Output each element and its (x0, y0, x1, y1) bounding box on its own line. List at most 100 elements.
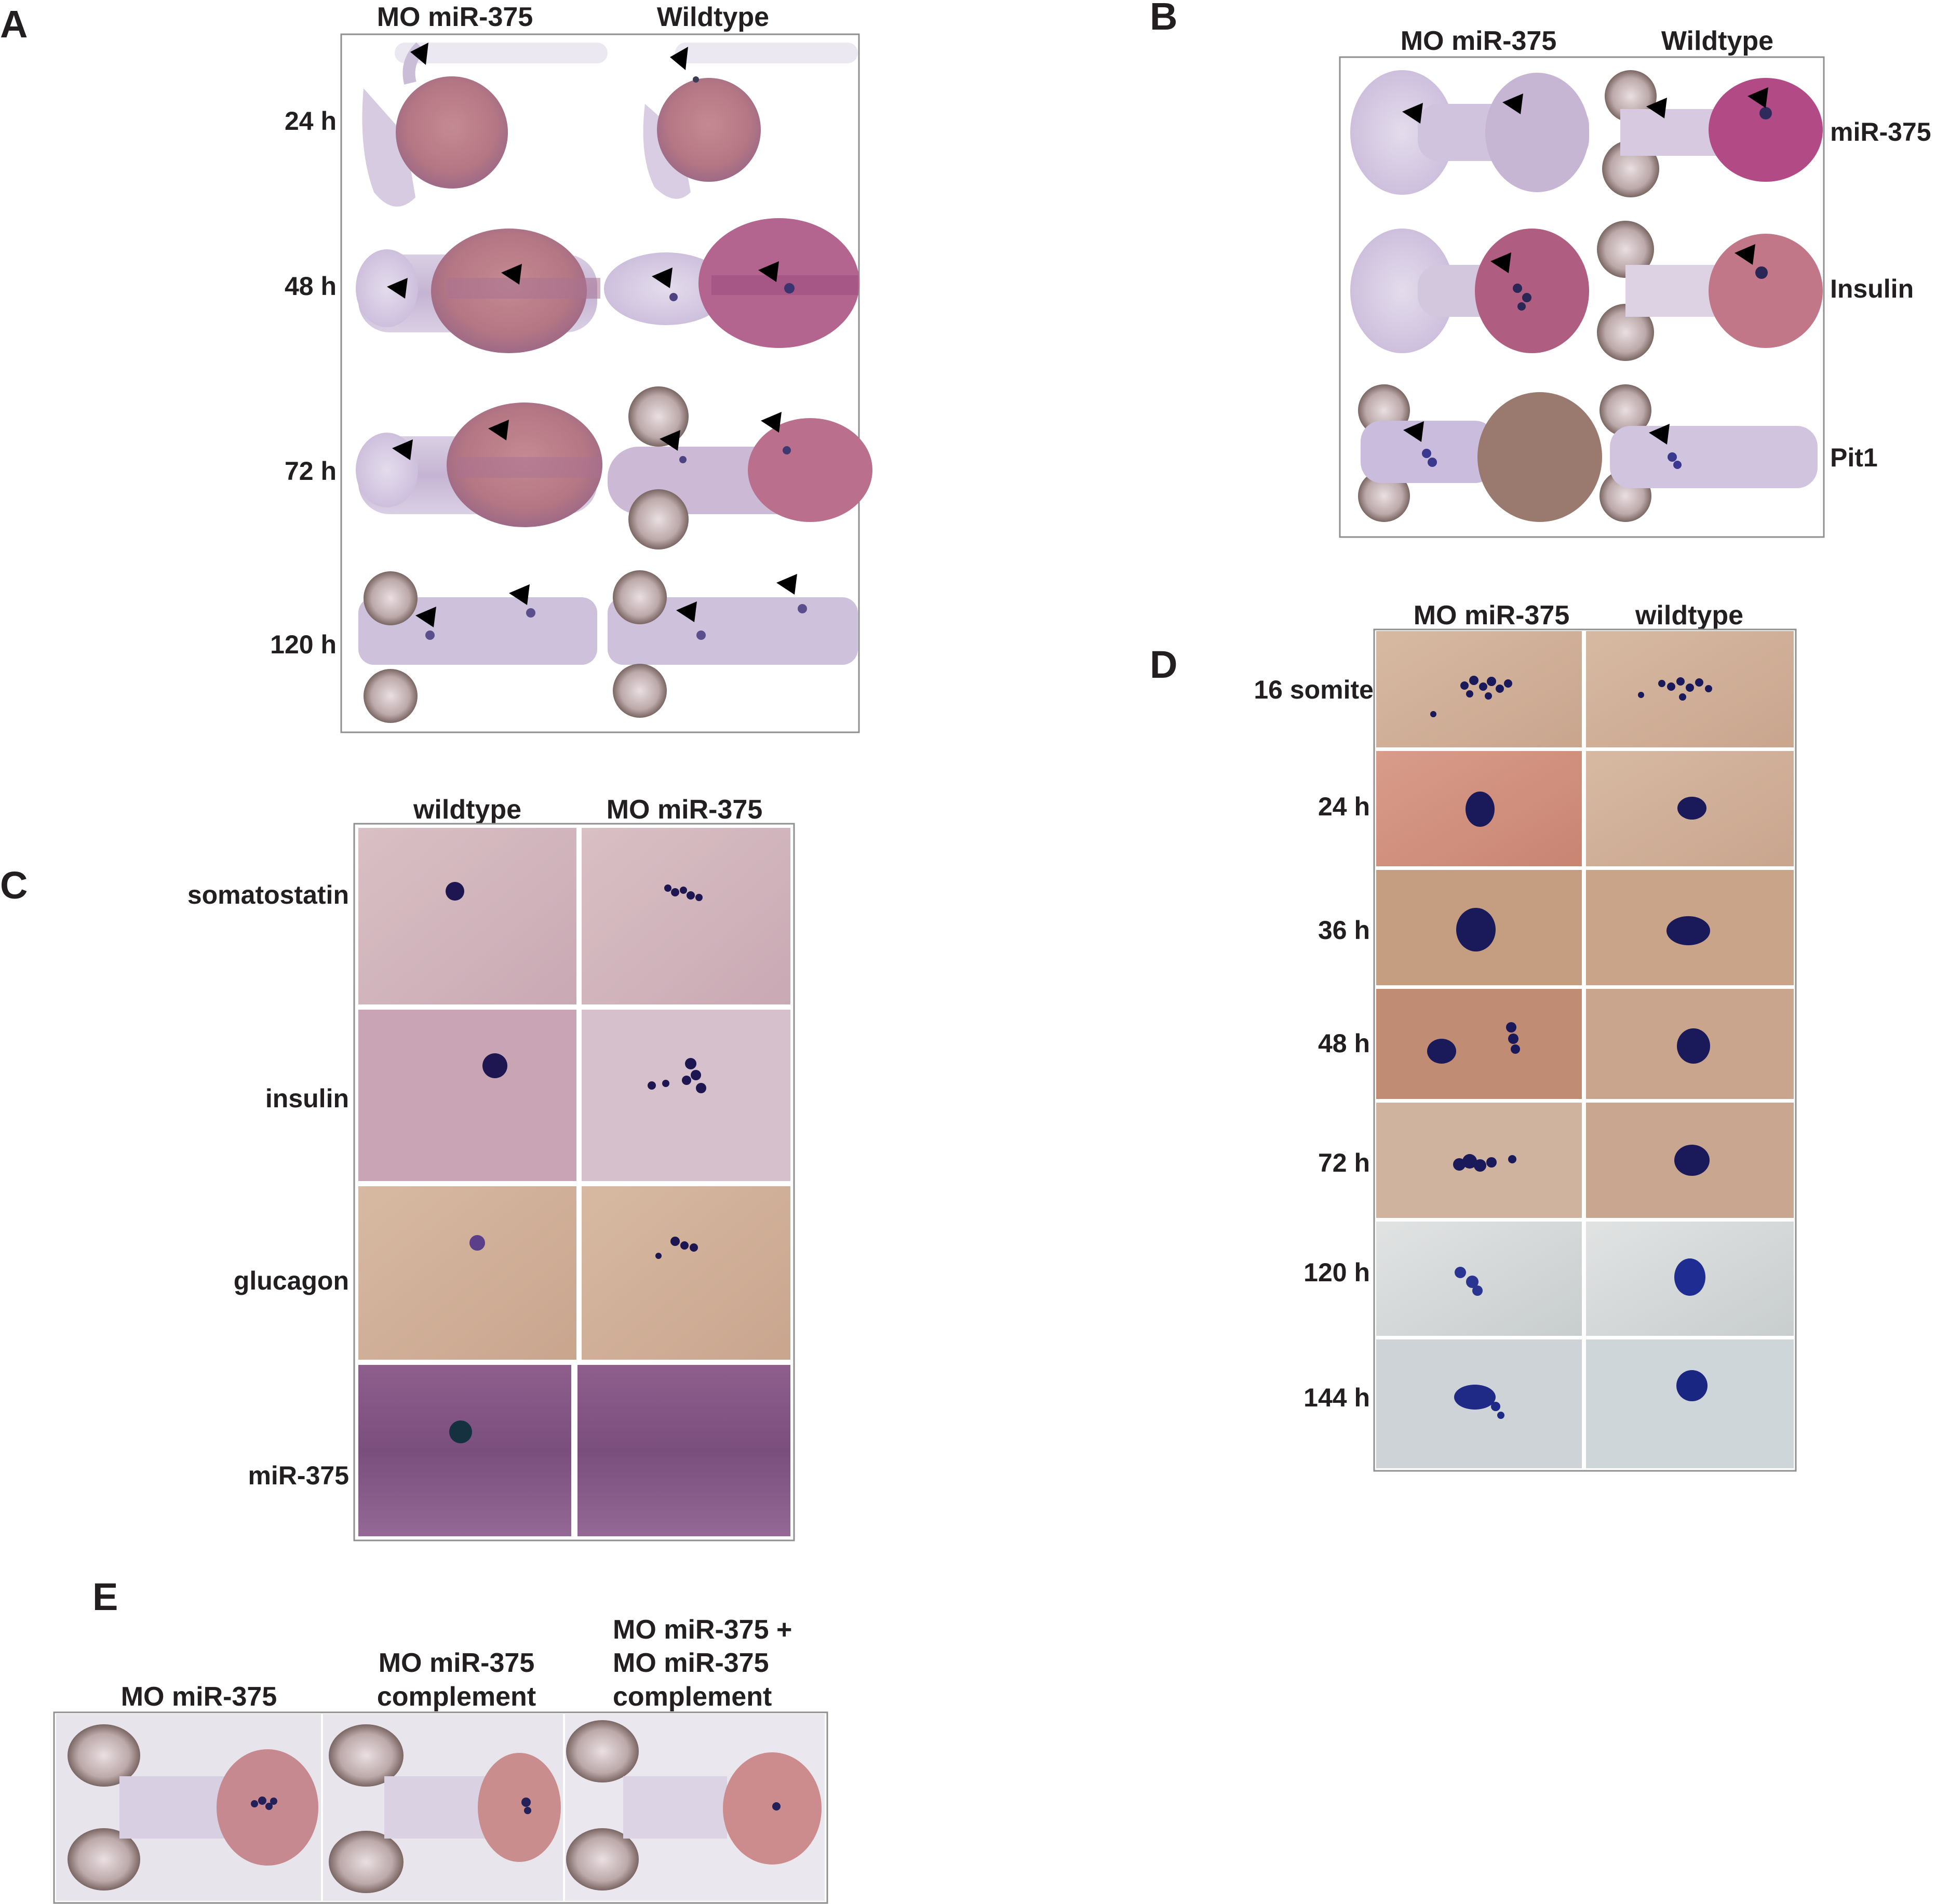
arrowhead-icon (676, 601, 697, 622)
panel-b-col-1: MO miR-375 (1401, 26, 1557, 56)
arrowhead-icon (1402, 103, 1423, 124)
panel-d-row-4: 48 h (1318, 1029, 1370, 1058)
embryo-image (604, 218, 859, 348)
panel-b-row-1: miR-375 (1830, 117, 1931, 146)
panel-d-col-1: MO miR-375 (1414, 600, 1570, 631)
arrowhead-icon (410, 43, 428, 65)
panel-a-col-1: MO miR-375 (377, 2, 533, 32)
panel-d-row-5: 72 h (1318, 1148, 1370, 1177)
image-tile (582, 828, 790, 1004)
embryo-image (1358, 384, 1602, 522)
panel-e-col-2-line-2: complement (377, 1682, 536, 1712)
panel-c-row-2: insulin (265, 1084, 349, 1113)
arrowhead-icon (660, 430, 680, 451)
panel-d-row-7: 144 h (1303, 1383, 1370, 1412)
embryo-image (565, 1714, 825, 1901)
arrowhead-icon (1735, 244, 1755, 265)
panel-b-col-2: Wildtype (1661, 26, 1773, 56)
panel-a-row-4: 120 h (270, 630, 337, 659)
arrowhead-icon (392, 439, 413, 460)
panel-c-row-4: miR-375 (248, 1461, 349, 1490)
panel-d-row-1: 16 somite (1254, 675, 1374, 704)
panel-e-col-3-line-2: MO miR-375 (613, 1648, 769, 1678)
image-tile (358, 1010, 576, 1181)
panel-a: A MO miR-375 Wildtype 24 h 48 h 72 h 120… (0, 2, 872, 733)
embryo-image (1597, 221, 1823, 361)
arrowhead-markers (1402, 87, 1768, 445)
panel-d: D MO miR-375 wildtype 16 somite 24 h 36 … (1150, 600, 1797, 1472)
embryo-image (323, 1714, 563, 1901)
panel-d-frame (1373, 628, 1797, 1472)
image-tile (358, 1365, 571, 1536)
embryo-image (608, 386, 872, 549)
arrowhead-icon (670, 47, 688, 70)
image-tile (582, 1186, 790, 1360)
embryo-image (1350, 229, 1589, 353)
image-tile (582, 1010, 790, 1181)
panel-b-letter: B (1150, 0, 1177, 38)
panel-d-row-3: 36 h (1318, 916, 1370, 945)
panel-c-letter: C (0, 864, 28, 907)
image-tile (358, 1186, 576, 1360)
panel-a-letter: A (0, 3, 28, 46)
embryo-image (358, 571, 597, 723)
embryo-image (643, 43, 858, 199)
panel-c-col-1: wildtype (413, 795, 521, 825)
embryo-image (356, 229, 600, 353)
panel-e-col-3-line-3: complement (613, 1682, 772, 1712)
embryo-image (1599, 384, 1818, 522)
panel-b: B MO miR-375 Wildtype miR-375 Insulin Pi… (1150, 0, 1931, 538)
panel-c: C wildtype MO miR-375 somatostatin insul… (0, 795, 795, 1541)
panel-a-frame (340, 33, 860, 733)
panel-e: E MO miR-375 MO miR-375 complement MO mi… (53, 1575, 828, 1904)
panel-e-frame (53, 1711, 828, 1904)
image-tile (1376, 989, 1582, 1099)
panel-c-row-1: somatostatin (187, 880, 349, 909)
panel-d-row-2: 24 h (1318, 792, 1370, 821)
panel-a-row-3: 72 h (285, 457, 337, 486)
image-tile (577, 1365, 790, 1536)
embryo-image (608, 570, 858, 718)
embryo-image (1350, 70, 1589, 195)
panel-e-col-2-line-1: MO miR-375 (379, 1648, 535, 1678)
panel-e-letter: E (92, 1575, 118, 1618)
panel-c-col-2: MO miR-375 (607, 795, 763, 825)
arrowhead-icon (1748, 87, 1768, 108)
arrowhead-icon (1646, 98, 1667, 118)
panel-a-col-2: Wildtype (657, 2, 769, 32)
expression-signal (446, 882, 706, 1443)
embryo-image (56, 1714, 321, 1901)
arrowhead-icon (761, 412, 782, 433)
embryo-image (356, 403, 602, 527)
arrowhead-icon (758, 261, 779, 282)
panel-b-frame (1339, 56, 1825, 538)
arrowhead-icon (488, 420, 509, 440)
arrowhead-icon (509, 584, 530, 605)
arrowhead-icon (776, 574, 797, 595)
arrowhead-icon (1403, 421, 1424, 442)
arrowhead-icon (387, 278, 408, 299)
embryo-image (362, 42, 608, 207)
panel-a-row-2: 48 h (285, 272, 337, 301)
panel-c-row-3: glucagon (234, 1266, 349, 1295)
arrowhead-icon (501, 264, 522, 285)
expression-signal (1427, 676, 1712, 1419)
embryo-image (1602, 70, 1823, 197)
panel-c-frame (353, 823, 795, 1541)
panel-d-row-6: 120 h (1303, 1258, 1370, 1287)
image-tile (358, 828, 576, 1004)
arrowhead-icon (415, 607, 436, 627)
image-tile (1376, 1222, 1582, 1336)
panel-d-letter: D (1150, 643, 1177, 686)
panel-a-row-1: 24 h (285, 106, 337, 136)
arrowhead-icon (1649, 424, 1670, 445)
image-tile (1586, 1339, 1794, 1468)
arrowhead-icon (652, 267, 673, 288)
arrowhead-icon (1490, 252, 1511, 273)
panel-e-col-1-line-1: MO miR-375 (121, 1682, 277, 1712)
image-tile (1376, 631, 1582, 747)
arrowhead-icon (1502, 93, 1523, 114)
panel-e-col-3-line-1: MO miR-375 + (613, 1615, 792, 1645)
panel-b-row-3: Pit1 (1830, 443, 1878, 472)
panel-b-row-2: Insulin (1830, 274, 1914, 303)
